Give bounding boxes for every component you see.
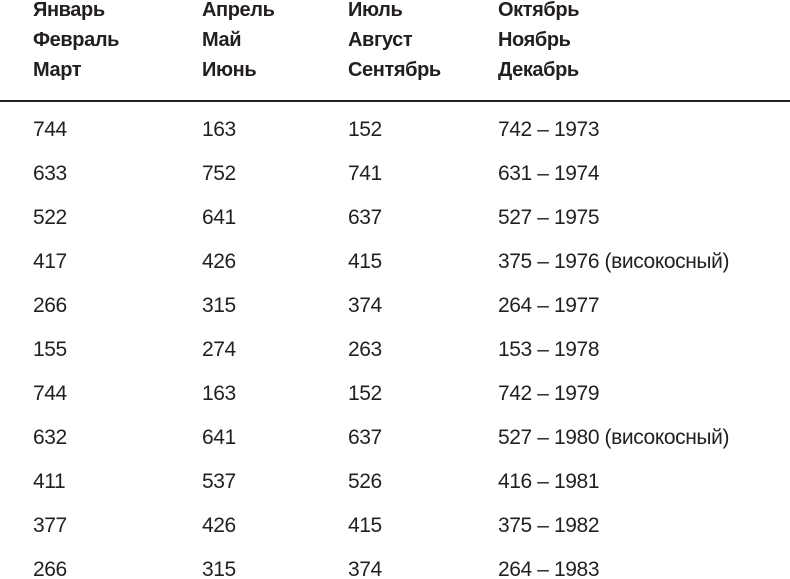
header-month: Ноябрь [498, 29, 571, 51]
header-month: Август [348, 29, 413, 51]
table-cell: 416 – 1981 [498, 470, 600, 493]
table-cell: 417 [33, 250, 67, 273]
table-cell: 152 [348, 382, 382, 405]
header-month: Октябрь [498, 0, 580, 21]
table-cell: 527 – 1975 [498, 206, 600, 229]
table-cell: 641 [202, 426, 236, 449]
table-cell: 633 [33, 162, 67, 185]
header-month: Февраль [33, 29, 120, 51]
table-cell: 637 [348, 426, 382, 449]
table-cell: 374 [348, 294, 382, 317]
table-cell: 153 – 1978 [498, 338, 600, 361]
table-cell: 522 [33, 206, 67, 229]
header-rule [0, 100, 790, 102]
table-cell: 163 [202, 118, 236, 141]
table-cell: 742 – 1979 [498, 382, 600, 405]
table-cell: 744 [33, 118, 67, 141]
table-cell: 152 [348, 118, 382, 141]
table-cell: 263 [348, 338, 382, 361]
table-cell: 537 [202, 470, 236, 493]
table-cell: 315 [202, 294, 236, 317]
table-cell: 375 – 1982 [498, 514, 600, 537]
table-cell: 266 [33, 558, 67, 579]
table-cell: 631 – 1974 [498, 162, 600, 185]
table-cell: 415 [348, 250, 382, 273]
table-cell: 752 [202, 162, 236, 185]
table-cell: 274 [202, 338, 236, 361]
table-cell: 426 [202, 250, 236, 273]
table-cell: 742 – 1973 [498, 118, 600, 141]
table-cell: 411 [33, 470, 66, 493]
table-cell: 527 – 1980 (високосный) [498, 426, 730, 449]
table-cell: 526 [348, 470, 382, 493]
table-cell: 374 [348, 558, 382, 579]
header-month: Апрель [202, 0, 275, 21]
table-cell: 637 [348, 206, 382, 229]
header-month: Май [202, 29, 242, 51]
header-month: Июнь [202, 59, 257, 81]
table-cell: 377 [33, 514, 67, 537]
table-cell: 163 [202, 382, 236, 405]
table-cell: 266 [33, 294, 67, 317]
table-cell: 264 – 1983 [498, 558, 600, 579]
header-month: Сентябрь [348, 59, 441, 81]
table-cell: 426 [202, 514, 236, 537]
header-month: Январь [33, 0, 105, 21]
table-cell: 264 – 1977 [498, 294, 600, 317]
header-month: Декабрь [498, 59, 579, 81]
table-cell: 155 [33, 338, 67, 361]
table-cell: 632 [33, 426, 67, 449]
table-cell: 744 [33, 382, 67, 405]
header-month: Март [33, 59, 82, 81]
table-cell: 641 [202, 206, 236, 229]
table-cell: 415 [348, 514, 382, 537]
table-cell: 315 [202, 558, 236, 579]
header-month: Июль [348, 0, 403, 21]
table-cell: 375 – 1976 (високосный) [498, 250, 730, 273]
table-cell: 741 [348, 162, 382, 185]
